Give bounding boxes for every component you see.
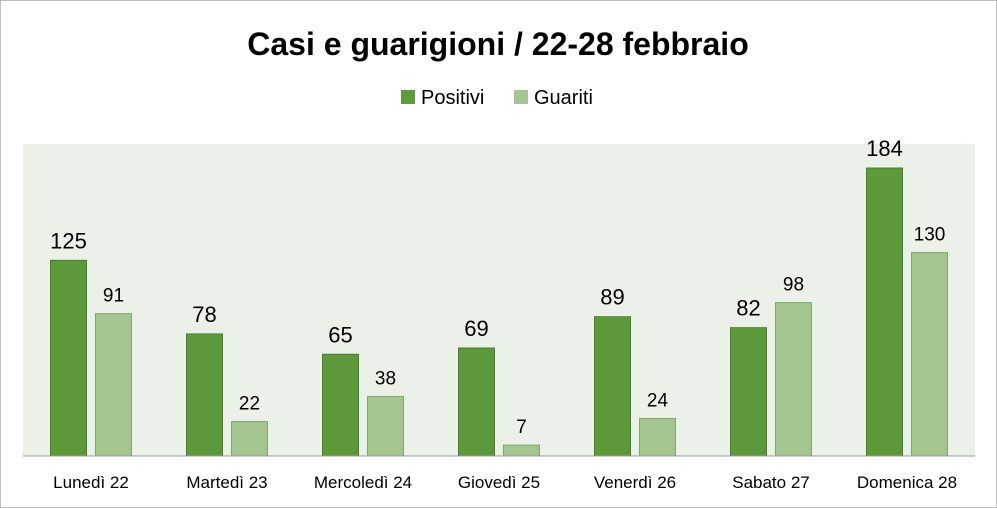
bar-positivi-luned-22 xyxy=(50,259,87,457)
x-tick-label-luned-22: Lunedì 22 xyxy=(53,473,129,492)
bar-guariti-venerd-26 xyxy=(639,417,676,457)
data-label-guariti-marted-23: 22 xyxy=(239,394,260,415)
bar-guariti-luned-22 xyxy=(95,313,132,457)
data-label-positivi-domenica-28: 184 xyxy=(866,136,903,161)
legend-swatch-positivi xyxy=(401,90,415,104)
bar-guariti-domenica-28 xyxy=(911,252,948,457)
data-label-guariti-domenica-28: 130 xyxy=(914,225,946,246)
bar-guariti-mercoled-24 xyxy=(367,396,404,457)
bar-guariti-sabato-27 xyxy=(775,302,812,457)
data-label-guariti-gioved-25: 7 xyxy=(516,417,527,438)
data-label-positivi-marted-23: 78 xyxy=(192,302,216,327)
data-label-guariti-venerd-26: 24 xyxy=(647,390,669,411)
data-label-guariti-mercoled-24: 38 xyxy=(375,369,396,390)
bar-positivi-domenica-28 xyxy=(866,167,903,457)
bars-layer: 125 91 78 22 65 38 69 7 89 24 82 98 184 130 xyxy=(50,136,948,457)
bar-positivi-marted-23 xyxy=(186,333,223,457)
x-tick-label-venerd-26: Venerdì 26 xyxy=(594,473,676,492)
data-label-guariti-luned-22: 91 xyxy=(103,286,124,307)
legend: Positivi Guariti xyxy=(401,87,593,109)
data-label-positivi-luned-22: 125 xyxy=(50,228,87,253)
x-tick-label-sabato-27: Sabato 27 xyxy=(732,473,810,492)
bar-positivi-sabato-27 xyxy=(730,327,767,457)
data-label-positivi-venerd-26: 89 xyxy=(600,285,624,310)
x-tick-label-mercoled-24: Mercoledì 24 xyxy=(314,473,412,492)
data-label-positivi-gioved-25: 69 xyxy=(464,316,488,341)
legend-label-positivi: Positivi xyxy=(421,87,484,109)
x-tick-labels: Lunedì 22 Martedì 23 Mercoledì 24 Giovedì 2… xyxy=(53,473,957,492)
x-tick-label-domenica-28: Domenica 28 xyxy=(857,473,957,492)
data-label-positivi-mercoled-24: 65 xyxy=(328,322,352,347)
bar-guariti-marted-23 xyxy=(231,421,268,457)
legend-swatch-guariti xyxy=(514,90,528,104)
bar-positivi-mercoled-24 xyxy=(322,353,359,457)
x-tick-label-marted-23: Martedì 23 xyxy=(186,473,267,492)
data-label-guariti-sabato-27: 98 xyxy=(783,275,804,296)
chart-title: Casi e guarigioni / 22-28 febbraio xyxy=(247,26,748,62)
data-label-positivi-sabato-27: 82 xyxy=(736,296,760,321)
x-tick-label-gioved-25: Giovedì 25 xyxy=(458,473,540,492)
bar-guariti-gioved-25 xyxy=(503,444,540,457)
plot-area xyxy=(23,144,975,456)
legend-label-guariti: Guariti xyxy=(534,87,593,109)
bar-positivi-gioved-25 xyxy=(458,347,495,457)
bar-positivi-venerd-26 xyxy=(594,316,631,457)
